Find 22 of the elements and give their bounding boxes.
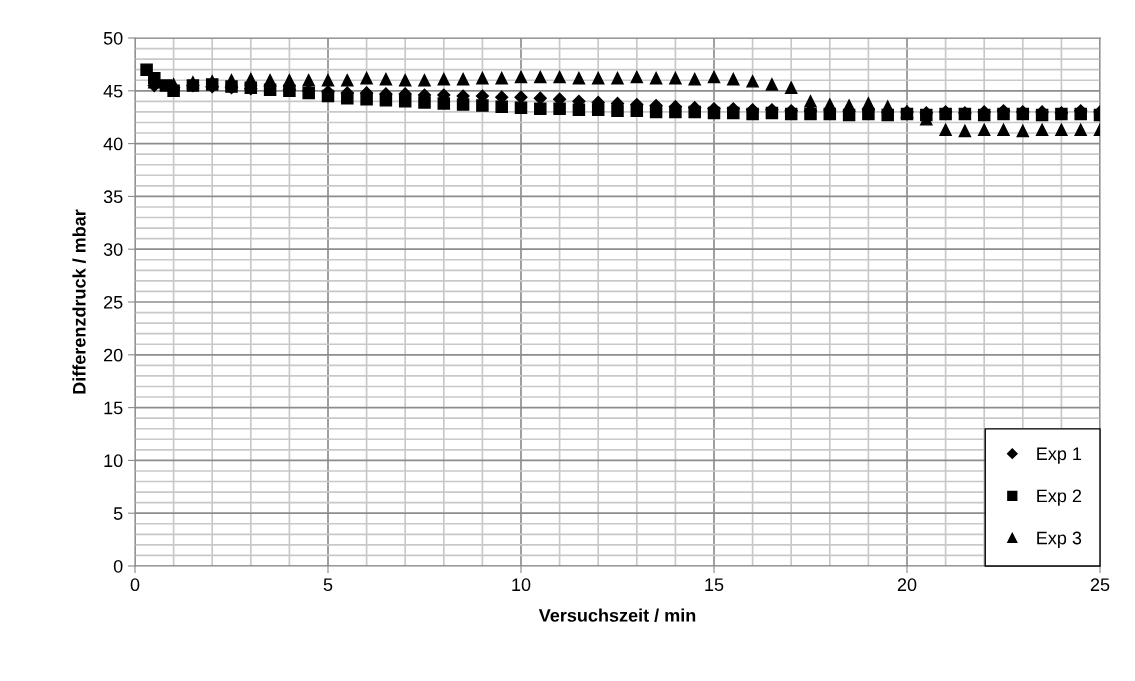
y-tick-label: 10 xyxy=(104,454,123,468)
legend-label: Exp 1 xyxy=(1037,447,1082,464)
x-tick-label: 5 xyxy=(323,578,333,592)
y-tick-label: 45 xyxy=(103,84,123,98)
y-tick-label: 50 xyxy=(103,31,123,45)
x-tick-label: 10 xyxy=(512,578,531,592)
y-axis-title: Differenzdruck / mbar xyxy=(72,209,86,394)
x-tick-label: 0 xyxy=(130,578,140,592)
legend-label: Exp 3 xyxy=(1037,531,1082,548)
x-tick-label: 15 xyxy=(705,578,724,592)
legend-label: Exp 2 xyxy=(1037,489,1082,506)
x-tick-label: 25 xyxy=(1090,578,1110,592)
y-tick-label: 15 xyxy=(104,401,123,415)
y-tick-label: 20 xyxy=(104,348,123,362)
y-tick-label: 0 xyxy=(113,559,123,573)
x-axis-title: Versuchszeit / min xyxy=(538,608,696,622)
y-tick-label: 40 xyxy=(103,137,123,151)
y-tick-label: 35 xyxy=(103,190,123,204)
y-tick-label: 30 xyxy=(103,243,123,256)
y-tick-label: 25 xyxy=(104,295,123,309)
x-tick-label: 20 xyxy=(897,578,917,592)
y-tick-label: 5 xyxy=(113,507,123,520)
